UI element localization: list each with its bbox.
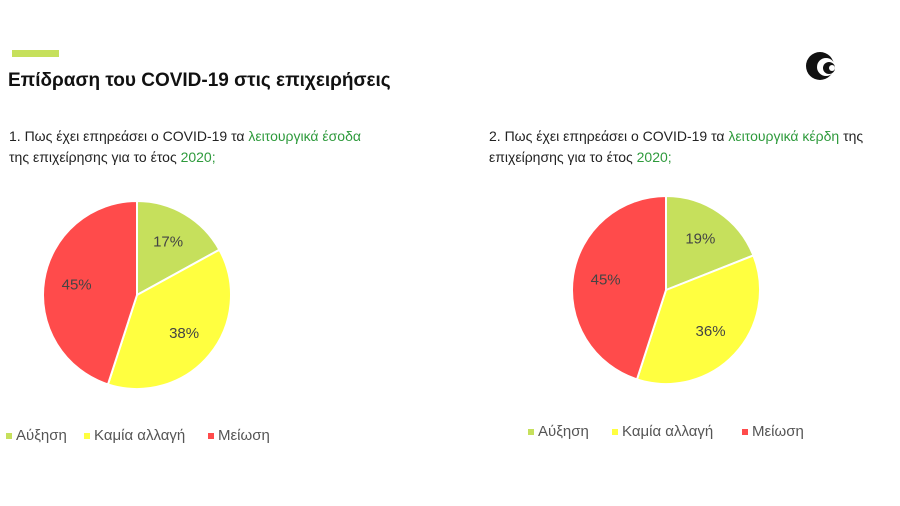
legend-swatch [528, 429, 534, 435]
question: 2. Πως έχει επηρεάσει ο COVID-19 τα λειτ… [489, 126, 869, 168]
legend-swatch [742, 429, 748, 435]
legend-swatch [208, 433, 214, 439]
question-text: 2020; [636, 149, 672, 165]
legend-swatch [84, 433, 90, 439]
legend-label: Αύξηση [538, 423, 589, 440]
legend-swatch [6, 433, 12, 439]
data-label: 36% [696, 323, 726, 340]
data-label: 19% [685, 230, 715, 247]
question-text: λειτουργικά κέρδη [728, 128, 840, 144]
question-text: 2020; [180, 149, 216, 165]
legend-label: Μείωση [218, 427, 270, 444]
pie-slice [136, 199, 221, 297]
question-text: της επιχείρησης για το έτος [9, 128, 365, 165]
question-text: 1. Πως έχει επηρεάσει ο COVID-19 τα [9, 128, 249, 144]
legend-label: Καμία αλλαγή [94, 427, 185, 444]
question: 1. Πως έχει επηρεάσει ο COVID-19 τα λειτ… [9, 126, 364, 168]
data-label: 38% [169, 325, 199, 342]
data-label: 45% [591, 271, 621, 288]
data-label: 17% [153, 233, 183, 250]
question-text: λειτουργικά έσοδα [248, 128, 361, 144]
accent-bar [12, 50, 59, 57]
slide-title: Επίδραση του COVID-19 στις επιχειρήσεις [8, 70, 391, 91]
legend-swatch [612, 429, 618, 435]
legend-label: Αύξηση [16, 427, 67, 444]
legend-label: Μείωση [752, 423, 804, 440]
data-label: 45% [62, 276, 92, 293]
pie-slice [42, 199, 138, 386]
pie-slice [106, 248, 232, 390]
legend-label: Καμία αλλαγή [622, 423, 713, 440]
pie-slice [665, 194, 755, 292]
question-text: 2. Πως έχει επηρεάσει ο COVID-19 τα [489, 128, 729, 144]
pie-slice [635, 254, 761, 385]
logo [806, 52, 835, 80]
pie-slice [571, 194, 667, 381]
question-text: της επιχείρησης για το έτος [489, 128, 868, 165]
